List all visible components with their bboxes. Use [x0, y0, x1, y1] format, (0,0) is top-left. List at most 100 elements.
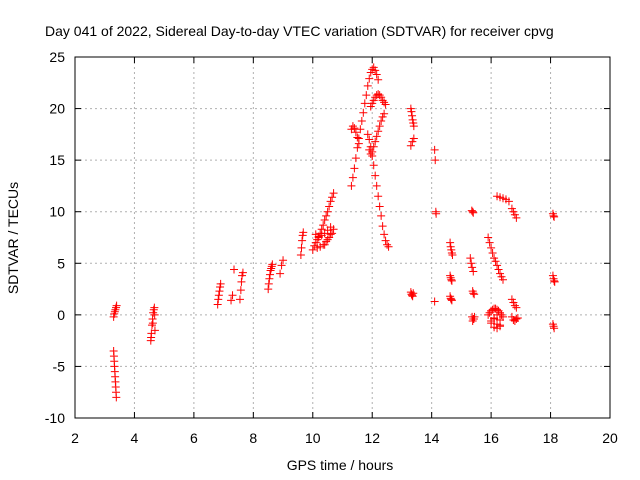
x-tick-labels: 2 4 6 8 10 12 14 16 18 20 [71, 430, 618, 446]
data-point [549, 322, 558, 331]
data-point [320, 215, 329, 224]
data-point [277, 261, 286, 270]
data-point [494, 265, 503, 274]
data-point [235, 295, 244, 304]
data-point [359, 108, 368, 117]
data-point [466, 254, 475, 263]
data-point [298, 236, 307, 245]
data-point [374, 75, 383, 84]
data-point [236, 286, 245, 295]
data-point [363, 81, 372, 90]
data-point [323, 235, 332, 244]
data-point [147, 333, 156, 342]
data-point [279, 256, 288, 265]
data-point [329, 189, 338, 198]
data-point [147, 321, 156, 330]
y-tick-label: 15 [49, 152, 65, 168]
data-point [408, 291, 417, 300]
data-point [493, 261, 502, 270]
data-point [150, 310, 159, 319]
data-point [430, 145, 439, 154]
data-point [550, 276, 559, 285]
data-point [110, 309, 119, 318]
data-point [469, 208, 478, 217]
data-point [512, 314, 521, 323]
data-point [365, 135, 374, 144]
data-point [323, 207, 332, 216]
data-point [276, 269, 285, 278]
data-point [469, 289, 478, 298]
data-point [496, 316, 505, 325]
data-point [372, 132, 381, 141]
grid [75, 57, 610, 418]
data-point [363, 130, 372, 139]
data-point [348, 122, 357, 131]
data-point [447, 275, 456, 284]
data-point [409, 122, 418, 131]
data-point [408, 111, 417, 120]
data-point [381, 236, 390, 245]
y-tick-label: 25 [49, 49, 65, 65]
x-tick-label: 6 [190, 430, 198, 446]
data-point [468, 263, 477, 272]
data-point [377, 116, 386, 125]
data-point [299, 228, 308, 237]
data-points [109, 63, 559, 402]
data-point [446, 294, 455, 303]
x-tick-label: 12 [364, 430, 380, 446]
data-point [468, 207, 477, 216]
y-tick-label: 0 [57, 307, 65, 323]
data-point [227, 296, 236, 305]
y-axis-label: SDTVAR / TECUs [5, 182, 21, 294]
data-point [112, 303, 121, 312]
data-point [406, 141, 415, 150]
data-point [384, 242, 393, 251]
data-point [265, 270, 274, 279]
data-point [409, 289, 418, 298]
chart-title: Day 041 of 2022, Sidereal Day-to-day VTE… [45, 23, 554, 39]
axis-ticks [74, 56, 611, 419]
data-point [380, 98, 389, 107]
data-point [467, 259, 476, 268]
x-tick-label: 16 [483, 430, 499, 446]
data-point [322, 211, 331, 220]
data-point [329, 225, 338, 234]
data-point [447, 296, 456, 305]
data-point [350, 164, 359, 173]
data-point [381, 100, 390, 109]
data-point [325, 202, 334, 211]
x-tick-label: 18 [543, 430, 559, 446]
data-point [214, 295, 223, 304]
data-point [409, 134, 418, 143]
data-point [469, 314, 478, 323]
data-point [213, 300, 222, 309]
y-tick-label: -10 [45, 410, 65, 426]
x-tick-label: 2 [71, 430, 79, 446]
y-tick-label: 5 [57, 255, 65, 271]
data-point [407, 107, 416, 116]
data-point [446, 271, 455, 280]
data-point [216, 279, 225, 288]
data-point [512, 303, 521, 312]
data-point [110, 307, 119, 316]
data-point [264, 279, 273, 288]
data-point [351, 128, 360, 137]
data-point [512, 213, 521, 222]
data-point [468, 317, 477, 326]
data-point [297, 243, 306, 252]
data-point [550, 277, 559, 286]
data-point [550, 212, 559, 221]
y-tick-label: 10 [49, 204, 65, 220]
data-point [380, 230, 389, 239]
data-point [377, 211, 386, 220]
plot-frame [74, 56, 611, 419]
data-point [296, 251, 305, 260]
data-point [150, 303, 159, 312]
data-point [368, 152, 377, 161]
x-tick-label: 10 [305, 430, 321, 446]
data-point [510, 301, 519, 310]
data-point [432, 209, 441, 218]
data-point [380, 109, 389, 118]
data-point [328, 229, 337, 238]
data-point [362, 91, 371, 100]
